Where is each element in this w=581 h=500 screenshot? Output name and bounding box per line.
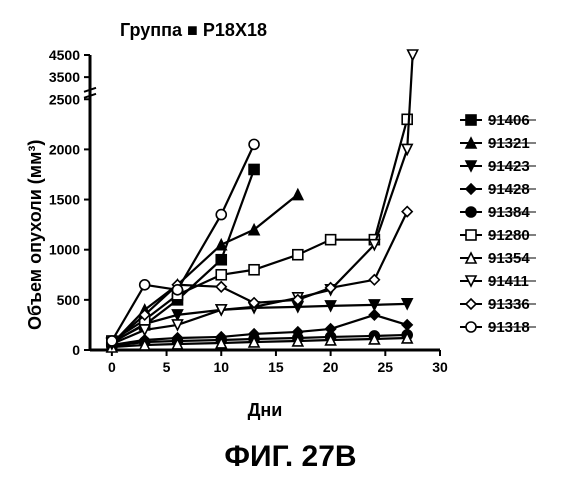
svg-text:15: 15 <box>268 359 284 375</box>
svg-text:30: 30 <box>432 359 448 375</box>
legend-item-91336: 91336 <box>460 296 536 313</box>
svg-text:1000: 1000 <box>49 242 80 258</box>
svg-text:5: 5 <box>163 359 171 375</box>
svg-text:1500: 1500 <box>49 192 80 208</box>
series-91280 <box>107 114 412 346</box>
svg-text:4500: 4500 <box>49 47 80 63</box>
legend-item-91354: 91354 <box>460 250 536 267</box>
svg-text:0: 0 <box>108 359 116 375</box>
svg-text:20: 20 <box>323 359 339 375</box>
legend-item-91318: 91318 <box>460 319 536 336</box>
svg-text:25: 25 <box>378 359 394 375</box>
svg-text:2500: 2500 <box>49 91 80 107</box>
svg-text:3500: 3500 <box>49 69 80 85</box>
legend-item-91406: 91406 <box>460 112 536 129</box>
legend-item-91428: 91428 <box>460 181 536 198</box>
legend-item-91280: 91280 <box>460 227 536 244</box>
legend-item-91321: 91321 <box>460 135 536 152</box>
svg-text:2000: 2000 <box>49 141 80 157</box>
legend-item-91411: 91411 <box>460 273 536 290</box>
svg-text:0: 0 <box>72 342 80 358</box>
legend-item-91384: 91384 <box>460 204 536 221</box>
series-91336 <box>107 207 412 348</box>
line-chart: 0 500 1000 1500 2000 2500 3500 4500 0 5 10 15 20 25 30… <box>0 0 581 500</box>
svg-text:10: 10 <box>213 359 229 375</box>
svg-text:500: 500 <box>57 292 81 308</box>
legend-item-91423: 91423 <box>460 158 536 175</box>
